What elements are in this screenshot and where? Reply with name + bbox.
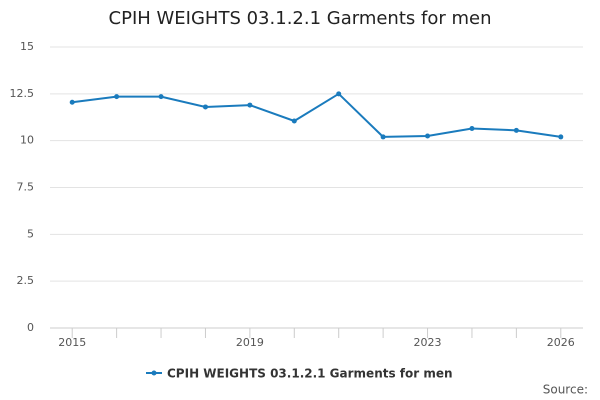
point xyxy=(158,94,164,100)
y-tick-label: 5 xyxy=(27,227,34,240)
y-tick-label: 12.5 xyxy=(10,87,35,100)
x-tick-label: 2026 xyxy=(547,336,575,349)
y-tick-label: 2.5 xyxy=(17,274,35,287)
point xyxy=(558,134,564,140)
y-tick-label: 15 xyxy=(20,40,34,53)
point xyxy=(513,127,519,133)
point xyxy=(291,118,297,124)
legend-item: CPIH WEIGHTS 03.1.2.1 Garments for men xyxy=(146,367,453,381)
legend-label: CPIH WEIGHTS 03.1.2.1 Garments for men xyxy=(167,367,453,381)
point xyxy=(114,94,120,100)
point xyxy=(380,134,386,140)
chart-title: CPIH WEIGHTS 03.1.2.1 Garments for men xyxy=(109,8,492,29)
point xyxy=(69,99,75,105)
x-tick-label: 2023 xyxy=(414,336,442,349)
point xyxy=(469,125,475,131)
legend-marker xyxy=(151,370,157,376)
point xyxy=(202,104,208,110)
point xyxy=(336,91,342,97)
point xyxy=(247,102,253,108)
y-tick-label: 7.5 xyxy=(17,181,35,194)
x-tick-label: 2015 xyxy=(58,336,86,349)
source: Source: xyxy=(543,383,588,397)
point xyxy=(425,133,431,139)
line xyxy=(72,92,561,138)
y-tick-label: 0 xyxy=(27,321,34,334)
x-tick-label: 2019 xyxy=(236,336,264,349)
y-tick-label: 10 xyxy=(20,134,34,147)
